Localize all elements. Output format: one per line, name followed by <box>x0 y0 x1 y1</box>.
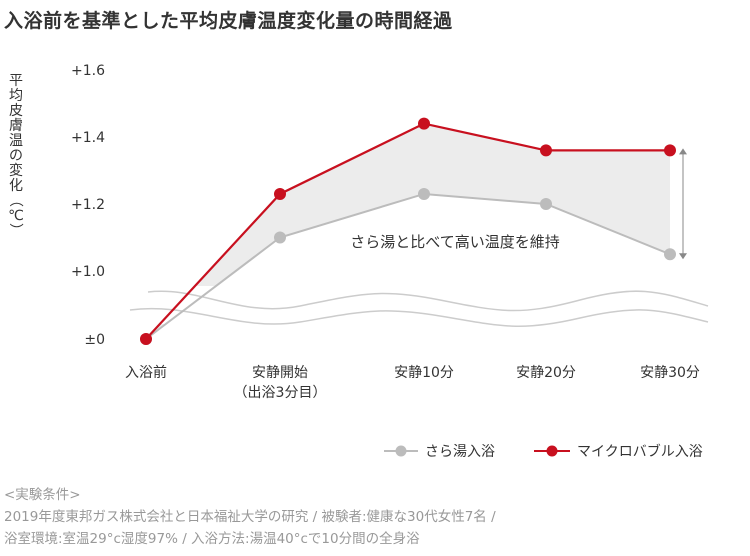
footnote-heading: <実験条件> <box>4 487 81 503</box>
y-axis-label-char: 均 <box>9 88 23 104</box>
legend-label-sarayu: さら湯入浴 <box>425 443 495 460</box>
difference-band <box>146 123 670 339</box>
x-tick-label: 安静開始 <box>252 365 308 381</box>
y-axis-label-char: 膚 <box>9 118 23 134</box>
chart-title: 入浴前を基準とした平均皮膚温度変化量の時間経過 <box>4 10 453 32</box>
y-tick-label: +1.4 <box>71 130 105 146</box>
x-tick-label: 安静20分 <box>516 365 576 381</box>
y-axis-label-char: 化 <box>9 178 23 194</box>
legend-marker-microbubble <box>546 445 558 457</box>
data-point-microbubble <box>140 333 152 345</box>
y-axis-label-char: 平 <box>9 73 23 89</box>
x-tick-label: （出浴3分目） <box>234 385 327 401</box>
x-tick-label: 安静10分 <box>394 365 454 381</box>
legend-marker-sarayu <box>395 445 407 457</box>
y-tick-label: ±0 <box>84 332 105 348</box>
y-axis-label-char: ） <box>7 223 23 237</box>
y-axis-label-char: 温 <box>9 133 23 149</box>
data-point-sarayu <box>418 187 430 200</box>
y-tick-label: +1.2 <box>71 197 105 213</box>
x-tick-label: 安静30分 <box>640 365 700 381</box>
legend-label-microbubble: マイクロバブル入浴 <box>577 443 703 460</box>
data-point-sarayu <box>274 231 286 244</box>
y-tick-label: +1.6 <box>71 63 105 79</box>
y-axis-label-char: （ <box>7 193 23 207</box>
data-point-microbubble <box>274 187 286 200</box>
footnote-line-2: 浴室環境:室温29°c湿度97% / 入浴方法:湯温40°cで10分間の全身浴 <box>4 531 420 547</box>
data-point-microbubble <box>418 117 430 130</box>
data-point-microbubble <box>540 144 552 157</box>
difference-annotation: さら湯と比べて高い温度を維持 <box>350 233 559 251</box>
data-point-microbubble <box>664 144 676 157</box>
difference-arrow-head-up <box>679 148 687 155</box>
axis-break-line-upper <box>147 290 709 312</box>
x-tick-label: 入浴前 <box>125 364 167 381</box>
y-axis-label-char: 変 <box>9 162 23 179</box>
data-point-sarayu <box>664 248 676 261</box>
y-tick-label: +1.0 <box>71 264 105 280</box>
data-point-sarayu <box>540 198 552 210</box>
axis-break-line-lower <box>129 307 709 327</box>
y-axis-label-char: 皮 <box>9 103 23 119</box>
difference-arrow-head-down <box>679 253 687 260</box>
y-axis-label-char: ℃ <box>8 208 24 224</box>
experiment-conditions: <実験条件> 2019年度東邦ガス株式会社と日本福祉大学の研究 / 被験者:健康… <box>4 484 496 550</box>
footnote-line-1: 2019年度東邦ガス株式会社と日本福祉大学の研究 / 被験者:健康な30代女性7… <box>4 509 496 525</box>
y-axis-label-char: の <box>9 148 23 164</box>
